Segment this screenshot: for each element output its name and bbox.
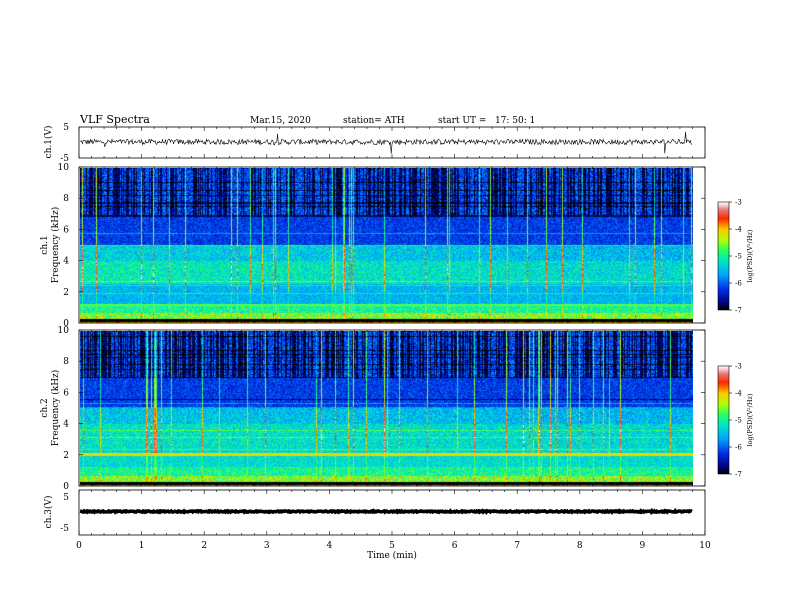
panel-ch3-waveform: 5 -5 ch.3(V) (43, 489, 706, 536)
ch1-colorbar (718, 202, 729, 310)
ch1-waveform-line (79, 131, 693, 154)
y-tick-label: 2 (63, 288, 69, 298)
header-date: Mar.15, 2020 (250, 116, 311, 126)
ch2-colorbar (718, 366, 729, 474)
y-tick-label: 0 (63, 482, 69, 492)
y-tick-label: 0 (63, 319, 69, 329)
colorbar-tick-label: -5 (735, 417, 742, 425)
colorbar-tick-label: -3 (735, 363, 742, 371)
ch1-spectrogram-image (80, 168, 693, 323)
ch1-colorbar-label: log(PSD)(V²/Hz) (746, 229, 754, 282)
ch3-waveform-line (79, 507, 693, 516)
y-tick-label: 6 (63, 225, 69, 235)
colorbar-tick-label: -7 (735, 471, 742, 479)
colorbar-tick-label: -4 (735, 226, 742, 234)
ch1-spec-ylabel-freq: Frequency (kHz) (50, 207, 61, 284)
y-tick-label: 2 (63, 451, 69, 461)
x-tick-label: 1 (139, 541, 145, 551)
ch3-ytick-bottom: -5 (60, 524, 69, 534)
x-axis-label: Time (min) (367, 550, 417, 561)
y-tick-label: 4 (63, 420, 69, 430)
ch2-spec-ylabel-freq: Frequency (kHz) (50, 370, 61, 447)
colorbar-tick-label: -3 (735, 199, 742, 207)
header-station: station= ATH (343, 116, 405, 126)
colorbar-tick-label: -7 (735, 307, 742, 315)
header-start-time: start UT = 17: 50: 1 (438, 116, 535, 126)
x-tick-label: 0 (76, 541, 82, 551)
y-tick-label: 8 (63, 194, 69, 204)
y-tick-label: 6 (63, 388, 69, 398)
x-tick-label: 2 (201, 541, 207, 551)
panel-ch1-waveform: 5 -5 ch.1(V) (43, 123, 706, 164)
colorbar-tick-label: -6 (735, 280, 742, 288)
ch3-ylabel: ch.3(V) (43, 496, 54, 529)
x-tick-label: 3 (264, 541, 270, 551)
y-tick-label: 10 (58, 163, 70, 173)
x-tick-label: 5 (389, 541, 395, 551)
y-tick-label: 4 (63, 257, 69, 267)
colorbar-tick-label: -5 (735, 253, 742, 261)
y-tick-label: 10 (58, 326, 70, 336)
ch2-spec-ylabel: ch.2 (40, 398, 50, 417)
x-tick-label: 7 (514, 541, 520, 551)
colorbar-tick-label: -6 (735, 444, 742, 452)
x-tick-label: 6 (452, 541, 458, 551)
ch1-ylabel: ch.1(V) (43, 126, 54, 159)
figure-title: VLF Spectra (79, 113, 150, 126)
y-tick-label: 8 (63, 357, 69, 367)
ch3-ytick-top: 5 (63, 493, 69, 503)
colorbar-tick-label: -4 (735, 390, 742, 398)
ch2-colorbar-label: log(PSD)(V²/Hz) (746, 393, 754, 446)
x-axis: 0 1 2 3 4 5 6 7 8 9 10 (76, 541, 711, 551)
x-tick-label: 8 (577, 541, 583, 551)
ch1-ytick-top: 5 (63, 123, 69, 133)
ch1-ytick-bottom: -5 (60, 154, 69, 164)
x-tick-label: 10 (699, 541, 711, 551)
x-tick-label: 9 (640, 541, 646, 551)
ch2-spectrogram-image (80, 331, 693, 486)
x-tick-label: 4 (327, 541, 333, 551)
ch1-spec-ylabel: ch.1 (40, 235, 50, 254)
